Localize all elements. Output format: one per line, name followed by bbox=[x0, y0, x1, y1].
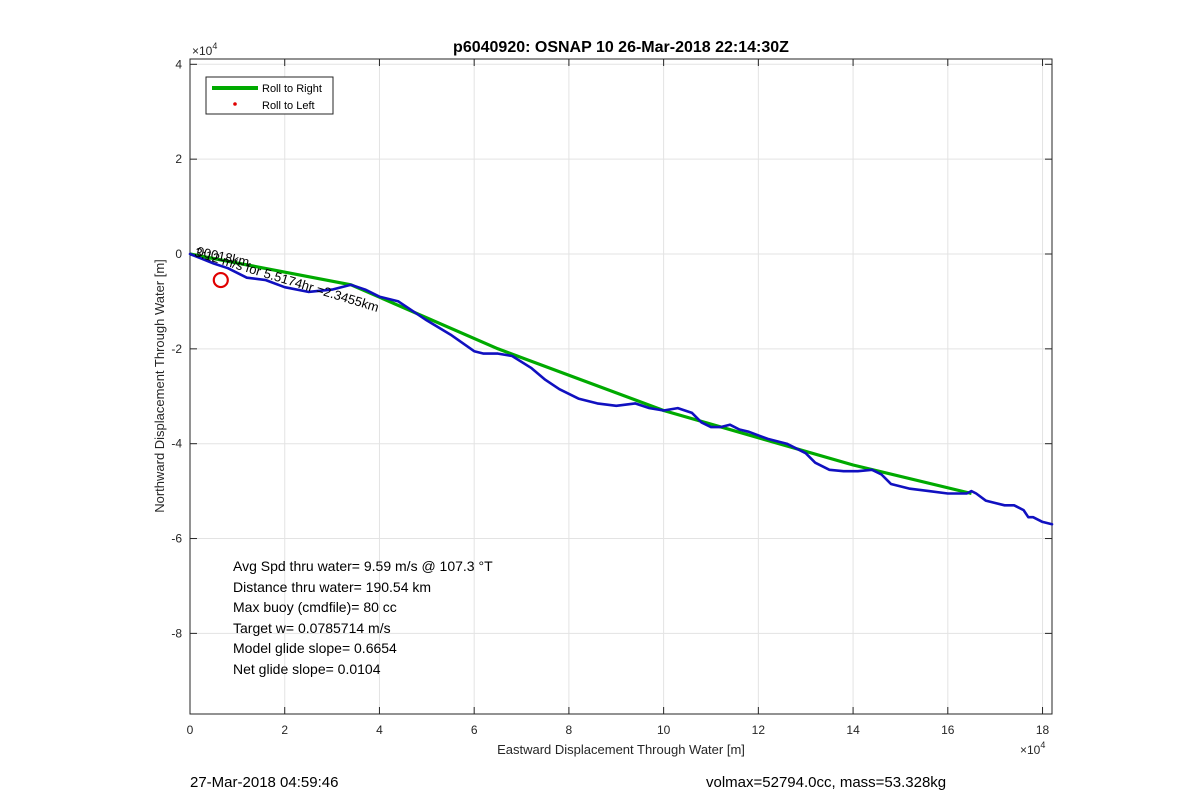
x-tick-label: 0 bbox=[187, 723, 194, 737]
y-exponent: ×104 bbox=[192, 41, 217, 58]
footer-mass-info: volmax=52794.0cc, mass=53.328kg bbox=[706, 774, 947, 791]
grid bbox=[189, 59, 1052, 714]
legend-swatch-roll-left bbox=[233, 102, 237, 106]
svg-text:×104: ×104 bbox=[1020, 740, 1045, 757]
axis-ticks: 0 2 4 6 8 10 12 14 16 18 -8 -6 -4 -2 0 2 4 bbox=[171, 57, 1052, 737]
y-axis-label: Northward Displacement Through Water [m] bbox=[152, 259, 167, 513]
stat-model-glide: Model glide slope= 0.6654 bbox=[233, 640, 397, 656]
x-axis-label: Eastward Displacement Through Water [m] bbox=[497, 742, 745, 757]
legend-label-roll-left: Roll to Left bbox=[262, 100, 315, 112]
y-tick-label: 4 bbox=[175, 57, 182, 71]
x-tick-label: 2 bbox=[281, 723, 288, 737]
x-tick-label: 12 bbox=[752, 723, 766, 737]
footer-timestamp: 27-Mar-2018 04:59:46 bbox=[190, 774, 339, 791]
chart-title: p6040920: OSNAP 10 26-Mar-2018 22:14:30Z bbox=[453, 39, 789, 56]
series-layer bbox=[188, 252, 1054, 526]
x-tick-label: 10 bbox=[657, 723, 671, 737]
x-tick-label: 14 bbox=[846, 723, 860, 737]
y-exponent-base: ×10 bbox=[192, 44, 213, 58]
stat-target-w: Target w= 0.0785714 m/s bbox=[233, 620, 391, 636]
stat-max-buoy: Max buoy (cmdfile)= 80 cc bbox=[233, 599, 397, 615]
stats-block: Avg Spd thru water= 9.59 m/s @ 107.3 °T … bbox=[233, 558, 493, 677]
y-tick-label: -8 bbox=[171, 626, 182, 640]
stat-net-glide: Net glide slope= 0.0104 bbox=[233, 661, 381, 677]
y-tick-label: 2 bbox=[175, 152, 182, 166]
x-exponent-power: 4 bbox=[1040, 740, 1045, 750]
x-tick-label: 18 bbox=[1036, 723, 1050, 737]
y-tick-label: -6 bbox=[171, 532, 182, 546]
y-tick-label: -4 bbox=[171, 437, 182, 451]
y-tick-label: 0 bbox=[175, 247, 182, 261]
svg-text:×104: ×104 bbox=[192, 41, 217, 58]
stat-avg-speed: Avg Spd thru water= 9.59 m/s @ 107.3 °T bbox=[233, 558, 493, 574]
y-exponent-power: 4 bbox=[212, 41, 217, 51]
stat-distance: Distance thru water= 190.54 km bbox=[233, 579, 431, 595]
x-exponent: ×104 bbox=[1020, 740, 1045, 757]
legend-box bbox=[205, 76, 334, 115]
x-tick-label: 16 bbox=[941, 723, 955, 737]
marker-circle bbox=[212, 271, 229, 289]
series-track-line bbox=[188, 252, 1054, 526]
y-tick-label: -2 bbox=[171, 342, 182, 356]
plot-area-frame bbox=[189, 58, 1053, 715]
legend-label-roll-right: Roll to Right bbox=[262, 83, 322, 95]
x-tick-label: 8 bbox=[566, 723, 573, 737]
legend: Roll to Right Roll to Left bbox=[205, 76, 334, 115]
x-exponent-base: ×10 bbox=[1020, 743, 1041, 757]
x-tick-label: 4 bbox=[376, 723, 383, 737]
x-tick-label: 6 bbox=[471, 723, 478, 737]
